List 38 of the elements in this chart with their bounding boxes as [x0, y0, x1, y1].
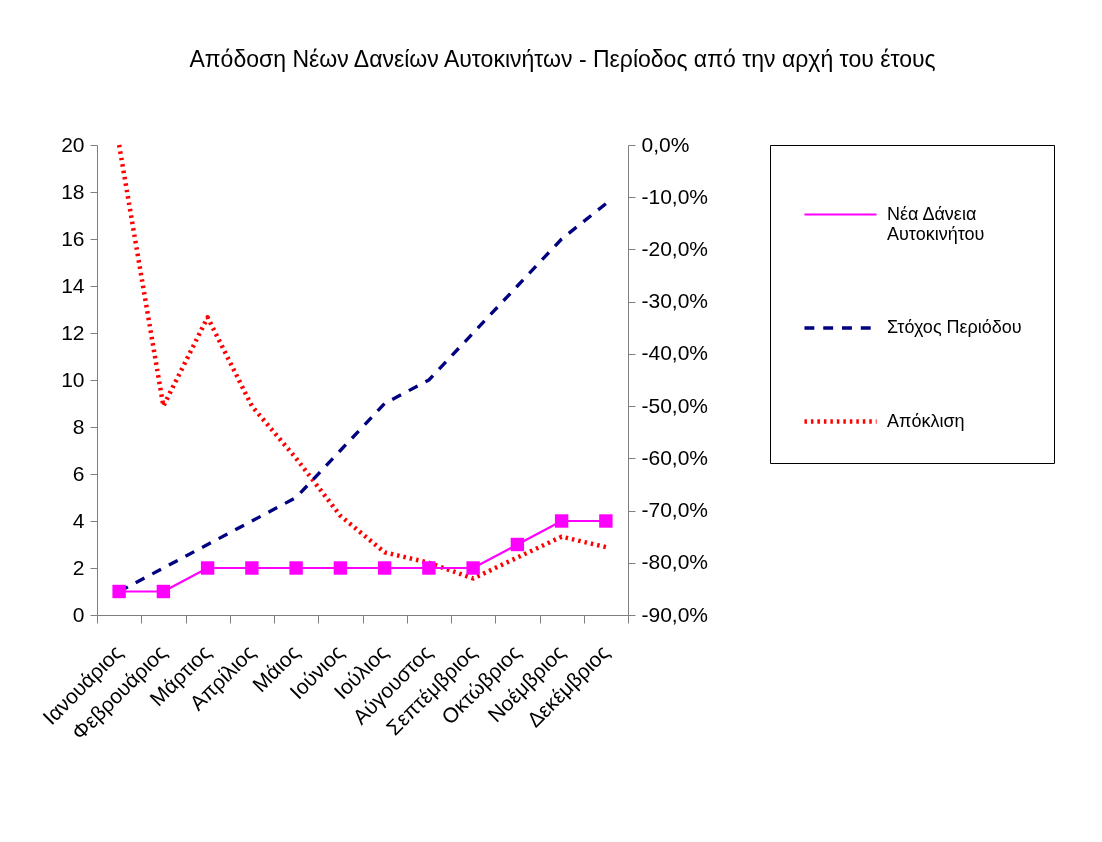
y-tick-label: 18 [61, 179, 85, 203]
point [422, 561, 436, 575]
point [112, 584, 126, 599]
point [466, 561, 480, 575]
y-tick-label: 20 [61, 132, 85, 156]
point [554, 514, 569, 528]
y-tick-label: 0 [72, 602, 85, 626]
point [245, 561, 259, 575]
chart-title: Απόδοση Νέων Δανείων Αυτοκινήτων - Περίοδος από την αρχή του έτους [189, 46, 936, 72]
legend-label: Απόκλιση [887, 410, 965, 431]
y-tick-label: 6 [72, 461, 85, 485]
y-tick-label: 8 [72, 414, 85, 438]
point [599, 514, 613, 528]
point [289, 561, 303, 575]
point [156, 584, 171, 599]
legend-label: Στόχος Περιόδου [887, 317, 1022, 337]
y-tick-label: 14 [61, 273, 85, 297]
y2-tick-label: 0,0% [641, 132, 690, 156]
y-tick-label: 10 [61, 367, 85, 391]
line-series [116, 142, 609, 581]
y2-tick-label: -30,0% [641, 289, 709, 313]
point [200, 561, 215, 575]
y-tick-label: 2 [72, 555, 85, 579]
y2-tick-label: -20,0% [641, 236, 709, 260]
y-tick-label: 4 [72, 508, 85, 532]
y2-tick-label: -80,0% [641, 550, 709, 574]
y2-tick-label: -50,0% [641, 393, 709, 417]
y2-tick-label: -70,0% [641, 498, 709, 522]
point [510, 537, 525, 552]
y2-tick-label: -40,0% [641, 341, 709, 365]
y2-tick-label: -10,0% [641, 184, 709, 208]
legend-label: Νέα Δάνεια Αυτοκινήτου [887, 203, 985, 244]
point [377, 561, 392, 575]
y-tick-label: 12 [61, 320, 85, 344]
y2-tick-label: -90,0% [641, 602, 709, 626]
y-tick-label: 16 [61, 226, 85, 250]
y2-tick-label: -60,0% [641, 445, 709, 469]
point [333, 561, 348, 575]
